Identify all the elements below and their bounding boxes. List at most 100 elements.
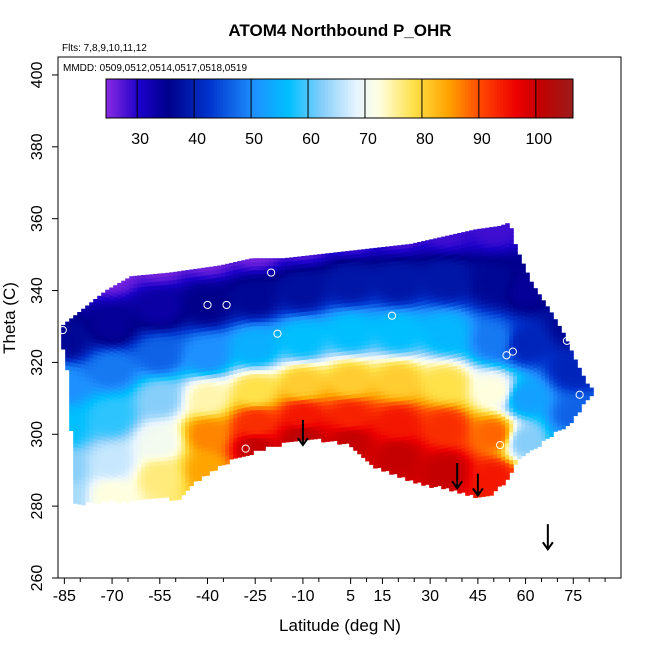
heatmap-cell (393, 345, 398, 351)
heatmap-cell (249, 430, 254, 435)
heatmap-cell (109, 399, 114, 405)
heatmap-cell (445, 459, 450, 465)
heatmap-cell (177, 447, 182, 452)
heatmap-cell (109, 407, 114, 413)
heatmap-cell (225, 383, 230, 389)
heatmap-cell (77, 452, 82, 457)
heatmap-cell (205, 287, 210, 292)
heatmap-cell (137, 467, 142, 472)
heatmap-cell (221, 436, 226, 442)
heatmap-cell (285, 397, 290, 403)
heatmap-cell (333, 388, 338, 393)
heatmap-cell (361, 433, 366, 438)
heatmap-cell (153, 293, 158, 299)
heatmap-cell (129, 300, 134, 305)
heatmap-cell (153, 437, 158, 443)
heatmap-cell (361, 329, 366, 334)
heatmap-cell (185, 322, 190, 327)
heatmap-cell (317, 318, 322, 323)
heatmap-cell (397, 341, 402, 346)
heatmap-cell (385, 302, 390, 308)
heatmap-cell (149, 322, 154, 327)
heatmap-cell (233, 302, 238, 307)
heatmap-cell (329, 364, 334, 370)
heatmap-cell (185, 346, 190, 351)
heatmap-cell (293, 288, 298, 294)
heatmap-cell (153, 349, 158, 355)
heatmap-cell (301, 372, 306, 377)
heatmap-cell (269, 330, 274, 335)
heatmap-cell (353, 390, 358, 395)
heatmap-cell (265, 274, 270, 279)
heatmap-cell (133, 283, 138, 289)
heatmap-cell (337, 300, 342, 305)
heatmap-cell (441, 352, 446, 358)
heatmap-cell (213, 386, 218, 391)
heatmap-cell (345, 351, 350, 356)
heatmap-cell (261, 302, 266, 307)
heatmap-cell (77, 480, 82, 485)
heatmap-cell (109, 483, 114, 489)
heatmap-cell (277, 306, 282, 311)
heatmap-cell (305, 283, 310, 289)
heatmap-cell (161, 329, 166, 334)
heatmap-cell (113, 341, 118, 346)
heatmap-cell (317, 326, 322, 331)
heatmap-cell (333, 260, 338, 265)
heatmap-cell (193, 404, 198, 410)
heatmap-cell (445, 383, 450, 389)
heatmap-cell (249, 306, 254, 311)
heatmap-cell (165, 308, 170, 314)
heatmap-cell (289, 409, 294, 414)
heatmap-cell (133, 343, 138, 349)
heatmap-cell (125, 370, 130, 375)
heatmap-cell (213, 382, 218, 387)
heatmap-cell (105, 413, 110, 419)
heatmap-cell (229, 418, 234, 424)
heatmap-cell (417, 402, 422, 407)
heatmap-cell (73, 451, 78, 456)
heatmap-cell (169, 416, 174, 421)
heatmap-cell (85, 393, 90, 399)
heatmap-cell (377, 303, 382, 308)
heatmap-cell (441, 412, 446, 418)
heatmap-cell (325, 265, 330, 270)
heatmap-cell (337, 424, 342, 429)
heatmap-cell (157, 425, 162, 431)
heatmap-cell (233, 406, 238, 411)
heatmap-cell (261, 306, 266, 311)
heatmap-cell (421, 369, 426, 374)
heatmap-cell (173, 351, 178, 357)
heatmap-cell (181, 314, 186, 320)
heatmap-cell (349, 342, 354, 348)
heatmap-cell (321, 277, 326, 283)
heatmap-cell (281, 278, 286, 283)
heatmap-cell (133, 383, 138, 389)
heatmap-cell (169, 276, 174, 281)
heatmap-cell (237, 425, 242, 430)
heatmap-cell (429, 335, 434, 340)
heatmap-cell (401, 376, 406, 382)
heatmap-cell (257, 414, 262, 419)
heatmap-cell (217, 385, 222, 391)
heatmap-cell (65, 337, 70, 343)
heatmap-cell (333, 300, 338, 305)
heatmap-cell (97, 379, 102, 385)
heatmap-cell (233, 270, 238, 275)
heatmap-cell (89, 490, 94, 495)
heatmap-cell (117, 370, 122, 376)
heatmap-cell (301, 300, 306, 305)
heatmap-cell (389, 274, 394, 279)
heatmap-cell (77, 484, 82, 489)
heatmap-cell (137, 295, 142, 300)
heatmap-cell (353, 254, 358, 259)
heatmap-cell (121, 384, 126, 390)
heatmap-cell (269, 326, 274, 331)
heatmap-cell (353, 414, 358, 419)
heatmap-cell (421, 401, 426, 406)
heatmap-cell (245, 403, 250, 408)
heatmap-cell (353, 278, 358, 283)
heatmap-cell (125, 390, 130, 395)
heatmap-cell (429, 279, 434, 284)
heatmap-cell (377, 247, 382, 252)
